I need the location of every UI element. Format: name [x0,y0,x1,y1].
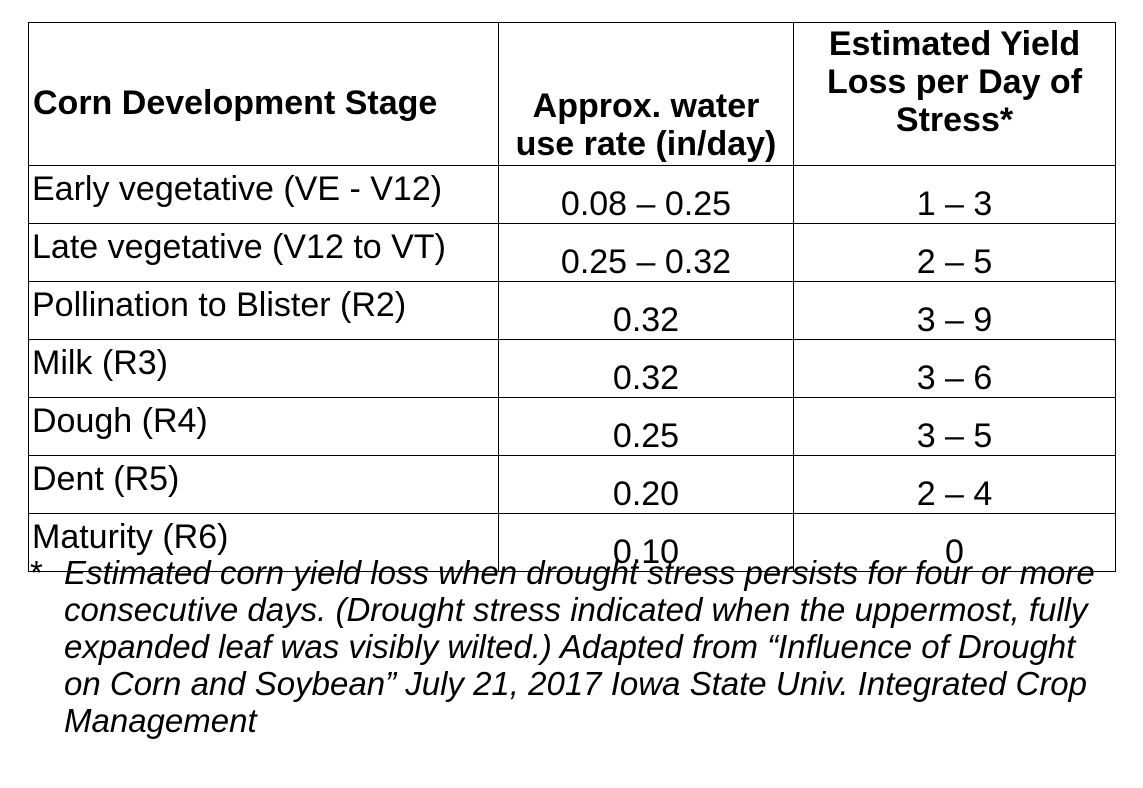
stage-cell: Maturity (R6) [28,513,499,572]
stage-cell: Early vegetative (VE - V12) [28,165,499,224]
stage-cell: Pollination to Blister (R2) [28,281,499,340]
header-rate-line-2: use rate (in/day) [515,124,777,163]
water-rate-cell: 0.25 [498,397,794,456]
table-row: Pollination to Blister (R2) 0.32 3 – 9 [28,281,1116,340]
footnote: * Estimated corn yield loss when drought… [30,554,1120,740]
table-row: Dough (R4) 0.25 3 – 5 [28,397,1116,456]
yield-loss-cell: 3 – 5 [793,397,1116,456]
water-rate-cell: 0.32 [498,281,794,340]
header-loss-line-3: Stress* [895,101,1014,140]
header-loss-line-1: Estimated Yield [828,25,1081,63]
table-row: Milk (R3) 0.32 3 – 6 [28,339,1116,398]
water-rate-cell: 0.08 – 0.25 [498,165,794,224]
yield-loss-cell: 2 – 5 [793,223,1116,282]
header-water-use-rate: Approx. water use rate (in/day) [498,22,794,166]
water-rate-cell: 0.20 [498,455,794,514]
stage-cell: Late vegetative (V12 to VT) [28,223,499,282]
yield-loss-cell: 2 – 4 [793,455,1116,514]
footnote-asterisk: * [30,554,43,591]
table-row: Early vegetative (VE - V12) 0.08 – 0.25 … [28,165,1116,224]
stage-cell: Dent (R5) [28,455,499,514]
header-yield-loss: Estimated Yield Loss per Day of Stress* [793,22,1116,166]
table-header-row: Corn Development Stage Approx. water use… [28,22,1116,166]
table-row: Late vegetative (V12 to VT) 0.25 – 0.32 … [28,223,1116,282]
table-row: Maturity (R6) 0.10 0 [28,513,1116,572]
header-corn-development-stage: Corn Development Stage [28,22,499,166]
yield-loss-cell: 3 – 6 [793,339,1116,398]
water-rate-cell: 0.32 [498,339,794,398]
yield-loss-cell: 0 [793,513,1116,572]
yield-loss-cell: 3 – 9 [793,281,1116,340]
header-stage-label: Corn Development Stage [33,83,438,122]
header-rate-line-1: Approx. water [532,86,760,125]
footnote-text: Estimated corn yield loss when drought s… [64,554,1095,739]
yield-loss-cell: 1 – 3 [793,165,1116,224]
water-rate-cell: 0.25 – 0.32 [498,223,794,282]
header-loss-line-2: Loss per Day of [826,63,1083,102]
water-rate-cell: 0.10 [498,513,794,572]
table-row: Dent (R5) 0.20 2 – 4 [28,455,1116,514]
corn-water-use-table: Corn Development Stage Approx. water use… [28,22,1116,572]
stage-cell: Milk (R3) [28,339,499,398]
stage-cell: Dough (R4) [28,397,499,456]
